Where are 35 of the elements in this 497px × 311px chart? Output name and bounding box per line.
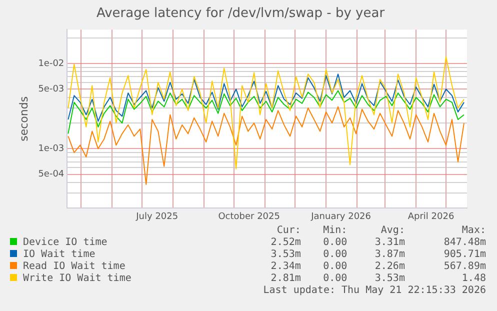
x-tick-label: April 2026 [408, 212, 454, 222]
chart-title: Average latency for /dev/lvm/swap - by year [96, 6, 386, 22]
text: 1.48 [460, 273, 486, 285]
y-tick-label: 5e-03 [38, 84, 64, 94]
text: 0.00 [322, 249, 348, 261]
text: 2.34m [270, 261, 301, 273]
x-tick-label: October 2025 [218, 212, 280, 222]
text: 2.52m [270, 237, 301, 249]
text: 3.31m [374, 237, 405, 249]
y-tick-label: 1e-02 [38, 58, 64, 69]
text: Max: [460, 225, 486, 237]
text: 2.81m [270, 273, 301, 285]
text: Cur: [276, 225, 301, 237]
text: Last update: Thu May 21 22:15:33 2026 [262, 285, 486, 297]
legend-label: Write IO Wait time [22, 273, 132, 285]
text: 0.00 [322, 261, 348, 273]
text: 3.53m [374, 273, 405, 285]
text: 0.00 [322, 237, 348, 249]
legend-label: Device IO time [22, 237, 108, 249]
y-tick-label: 1e-03 [38, 144, 64, 154]
text: 2.26m [374, 261, 405, 273]
text: 847.48m [442, 237, 486, 249]
text: 905.71m [442, 249, 486, 261]
y-axis-title: seconds [17, 96, 30, 142]
legend-label: IO Wait time [22, 249, 96, 261]
text: Avg: [380, 225, 405, 237]
text: 567.89m [442, 261, 486, 273]
y-tick-label: 5e-04 [38, 170, 64, 180]
text: 3.53m [270, 249, 301, 261]
legend-label: Read IO Wait time [22, 261, 126, 273]
text: Min: [322, 225, 348, 237]
x-tick-label: January 2026 [310, 212, 372, 222]
text: 0.00 [322, 273, 348, 285]
text: 3.87m [374, 249, 405, 261]
x-tick-label: July 2025 [135, 212, 178, 222]
